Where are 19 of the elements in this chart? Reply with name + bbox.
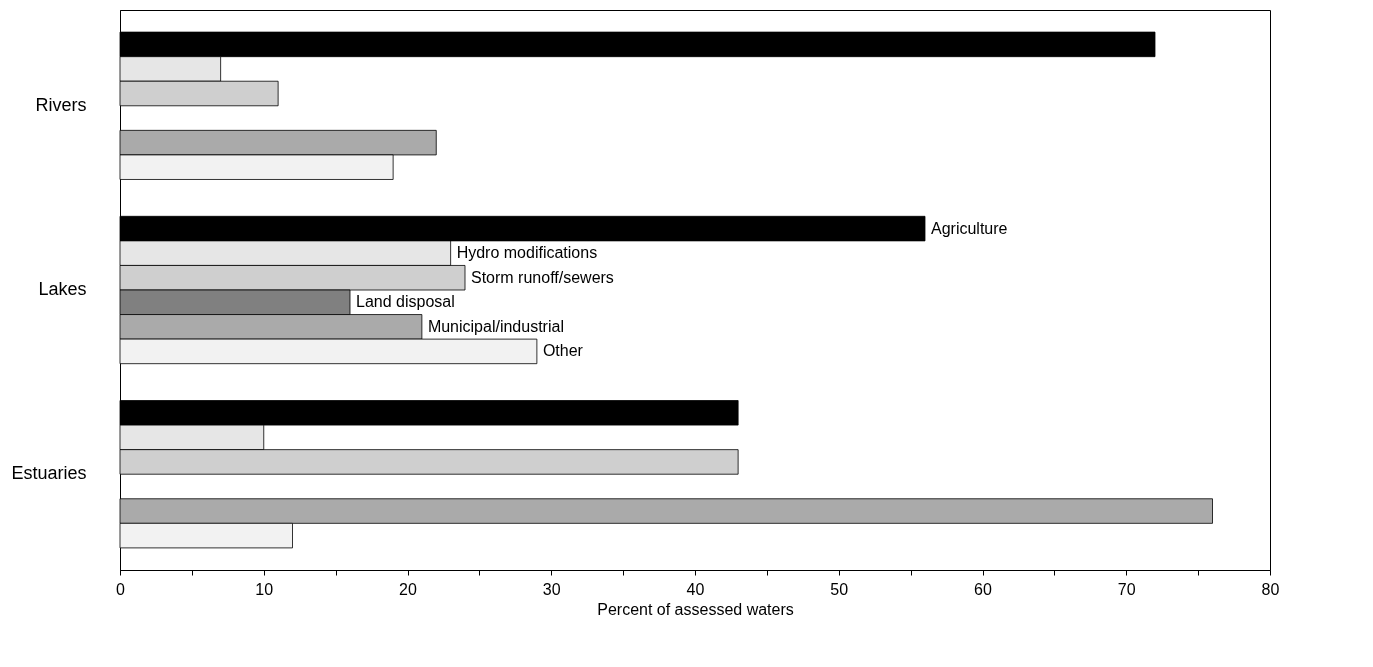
x-tick-label: 10 <box>255 580 274 598</box>
y-tick-label: Rivers <box>35 94 87 115</box>
x-axis-title: Percent of assessed waters <box>597 600 794 618</box>
x-tick-label: 60 <box>974 580 992 598</box>
x-tick-label: 70 <box>1117 580 1136 598</box>
series-label: Other <box>542 342 584 360</box>
x-tick-label: 0 <box>116 580 126 598</box>
x-tick-label: 30 <box>542 580 561 598</box>
y-tick-label: Lakes <box>38 279 87 299</box>
x-tick-label: 80 <box>1261 580 1280 598</box>
x-tick-label: 50 <box>830 580 849 598</box>
series-label: Agriculture <box>931 219 1008 237</box>
x-tick-label: 20 <box>399 580 417 598</box>
series-label: Land disposal <box>356 293 455 311</box>
series-label: Hydro modifications <box>456 244 598 262</box>
y-tick-label: Estuaries <box>11 463 87 484</box>
x-tick-label: 40 <box>686 580 705 598</box>
series-label: Storm runoff/sewers <box>471 268 614 286</box>
series-label: Municipal/industrial <box>427 317 564 335</box>
